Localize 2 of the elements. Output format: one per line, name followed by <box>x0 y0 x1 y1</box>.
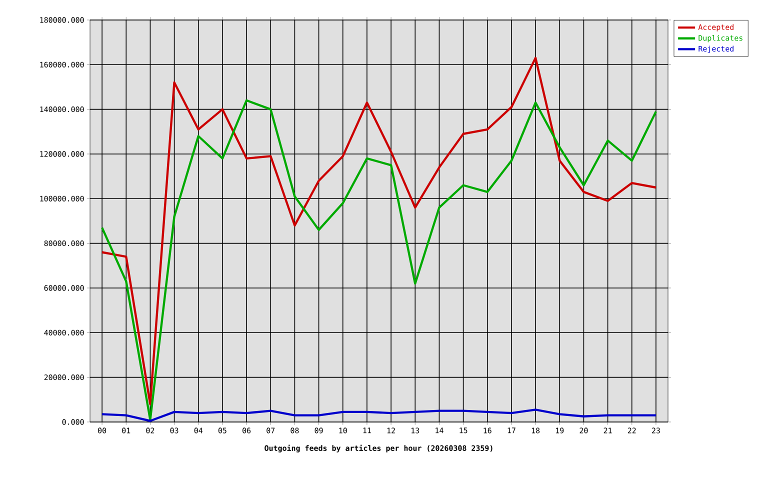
line-series <box>100 99 658 421</box>
line-series <box>100 56 658 406</box>
